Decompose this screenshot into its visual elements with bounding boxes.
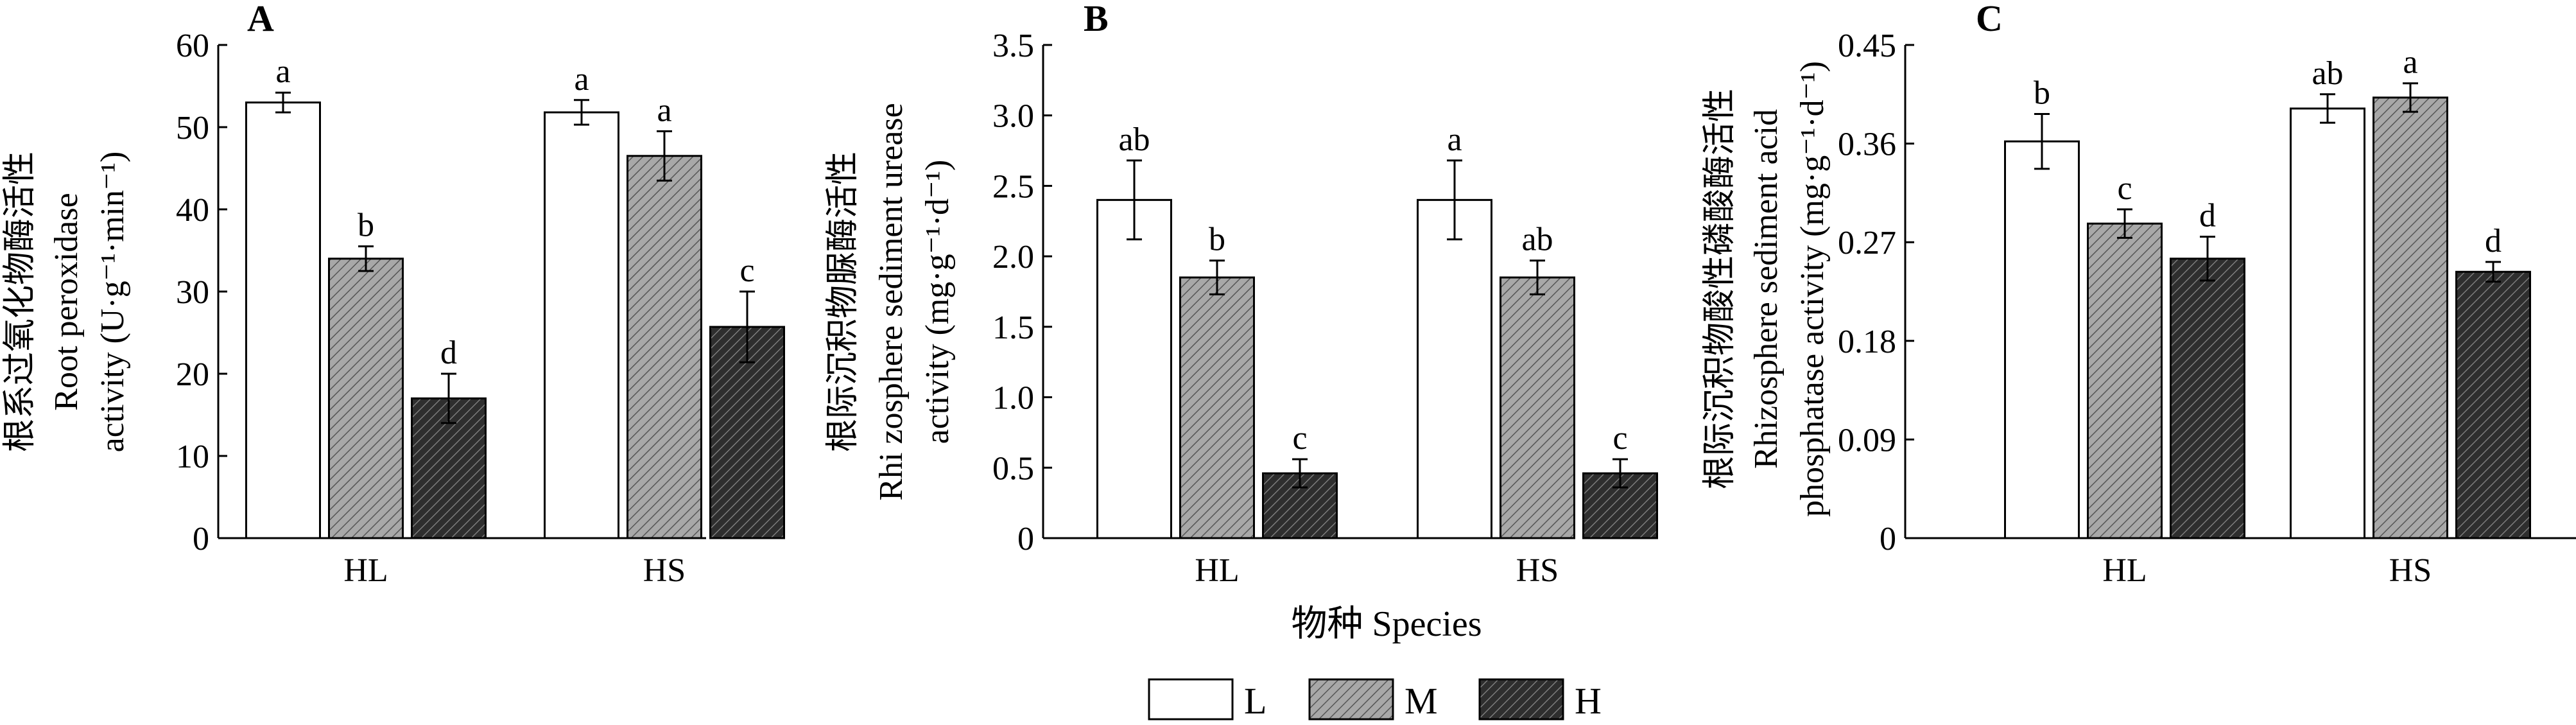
panel-c-hs-h-bar xyxy=(2455,270,2531,539)
x-axis-label: 物种 Species xyxy=(1291,604,1482,644)
panel-b-hl-m-significance-letter: b xyxy=(1209,222,1225,258)
legend-label-m: M xyxy=(1405,680,1438,722)
panel-b-label: B xyxy=(1084,0,1109,39)
panel-c-hs-l-significance-letter: ab xyxy=(2312,55,2343,92)
panel-b-hs-l-significance-letter: a xyxy=(1447,121,1462,158)
panel-c-hl-h-bar xyxy=(2170,258,2245,539)
panel-c-hl-m-bar xyxy=(2087,222,2163,539)
panel-c-ylabel-en-2: phosphatase activity (mg·g⁻¹·d⁻¹) xyxy=(1794,61,1831,517)
panel-a-hs-m-bar xyxy=(627,155,702,539)
panel-a-ylabel-en-1: Root peroxidase xyxy=(48,193,85,410)
legend: L M H xyxy=(1148,678,1602,722)
panel-a-hl-m-significance-letter: b xyxy=(358,207,374,244)
panel-b-hs-m-bar xyxy=(1500,276,1575,539)
panel-a-hl-h-significance-letter: d xyxy=(440,335,457,371)
panel-c-hs-l-bar xyxy=(2290,107,2365,539)
panel-a-hs-m-significance-letter: a xyxy=(657,92,671,128)
panel-b-y-tick-label: 0 xyxy=(1017,521,1034,557)
panel-c-hl-m-significance-letter: c xyxy=(2117,170,2132,207)
panel-a-category-hs: HS xyxy=(643,552,686,589)
panel-a-category-hl: HL xyxy=(343,552,388,589)
panel-c-y-tick-label: 0 xyxy=(1880,521,1896,557)
panel-b-category-hs: HS xyxy=(1516,552,1559,589)
panel-c-hs-m-bar xyxy=(2373,96,2448,539)
panel-c-category-hl: HL xyxy=(2102,552,2147,589)
panel-a-y-tick-label: 10 xyxy=(176,439,209,475)
panel-a-hl-l-bar xyxy=(245,101,321,539)
panel-a-y-tick-label: 40 xyxy=(176,192,209,229)
panel-a: A 根系过氧化物酶活性 Root peroxidase activity (U·… xyxy=(2,0,785,589)
panel-a-label: A xyxy=(247,0,274,39)
panel-c-y-tick-label: 0.36 xyxy=(1838,127,1896,163)
panel-a-hs-l-significance-letter: a xyxy=(574,61,589,98)
panel-c-y-tick-label: 0.09 xyxy=(1838,422,1896,459)
legend-swatch-m xyxy=(1308,678,1394,721)
panel-c-y-tick-label: 0.27 xyxy=(1838,225,1896,261)
panel-b-hl-m-bar xyxy=(1179,276,1255,539)
legend-swatch-l xyxy=(1148,678,1234,721)
panel-a-y-tick-label: 60 xyxy=(176,28,209,64)
panel-b-y-tick-label: 0.5 xyxy=(992,450,1034,487)
panel-c: C 根际沉积物酸性磷酸酶活性 Rhizosphere sediment acid… xyxy=(1702,0,2576,589)
panel-a-y-tick-label: 50 xyxy=(176,110,209,146)
legend-label-h: H xyxy=(1575,680,1602,722)
panel-b-y-tick-label: 2.0 xyxy=(992,239,1034,275)
panel-a-y-tick-label: 30 xyxy=(176,274,209,311)
panel-a-hs-h-significance-letter: c xyxy=(739,252,754,289)
panel-c-ylabel-cn: 根际沉积物酸性磷酸酶活性 xyxy=(1702,89,1738,489)
panel-b-category-hl: HL xyxy=(1195,552,1239,589)
panel-b-hs-l-bar xyxy=(1417,198,1492,539)
legend-swatch-h xyxy=(1478,678,1564,721)
panel-c-hs-m-significance-letter: a xyxy=(2403,44,2417,81)
panel-b-hl-l-significance-letter: ab xyxy=(1118,121,1150,158)
panel-b-y-tick-label: 2.5 xyxy=(992,168,1034,205)
legend-label-l: L xyxy=(1244,680,1266,722)
panel-b: B 根际沉积物脲酶活性 Rhi zosphere sediment urease… xyxy=(825,0,1658,589)
panel-b-hs-h-significance-letter: c xyxy=(1612,420,1627,457)
panel-c-ylabel-en-1: Rhizosphere sediment acid xyxy=(1748,109,1785,469)
panel-a-y-tick-label: 0 xyxy=(193,521,209,557)
panel-c-label: C xyxy=(1976,0,2003,39)
panel-c-hl-l-bar xyxy=(2004,140,2080,539)
panel-a-hs-l-bar xyxy=(544,111,619,539)
panel-b-hl-l-bar xyxy=(1096,198,1172,539)
panel-c-hl-l-significance-letter: b xyxy=(2034,75,2050,112)
panel-b-ylabel-cn: 根际沉积物脲酶活性 xyxy=(825,152,861,452)
panel-b-ylabel-en-1: Rhi zosphere sediment urease xyxy=(873,103,910,500)
panel-b-hl-h-significance-letter: c xyxy=(1292,420,1307,457)
panel-b-y-tick-label: 1.5 xyxy=(992,310,1034,346)
panel-c-hl-h-significance-letter: d xyxy=(2199,198,2216,234)
panel-b-y-tick-label: 3.5 xyxy=(992,28,1034,64)
panel-c-y-tick-label: 0.18 xyxy=(1838,324,1896,360)
panel-a-hl-l-significance-letter: a xyxy=(275,53,290,90)
panel-a-ylabel-cn: 根系过氧化物酶活性 xyxy=(2,152,39,452)
panel-b-y-tick-label: 3.0 xyxy=(992,98,1034,135)
panel-a-ylabel-en-2: activity (U·g⁻¹·min⁻¹) xyxy=(94,152,131,453)
panel-b-ylabel-en-2: activity (mg·g⁻¹·d⁻¹) xyxy=(919,160,956,444)
panel-c-category-hs: HS xyxy=(2389,552,2432,589)
panel-b-hs-m-significance-letter: ab xyxy=(1521,222,1553,258)
panel-c-hs-h-significance-letter: d xyxy=(2485,223,2502,259)
panel-c-y-tick-label: 0.45 xyxy=(1838,28,1896,64)
panel-b-y-tick-label: 1.0 xyxy=(992,380,1034,417)
panel-a-hl-m-bar xyxy=(328,258,404,539)
panel-a-y-tick-label: 20 xyxy=(176,356,209,393)
